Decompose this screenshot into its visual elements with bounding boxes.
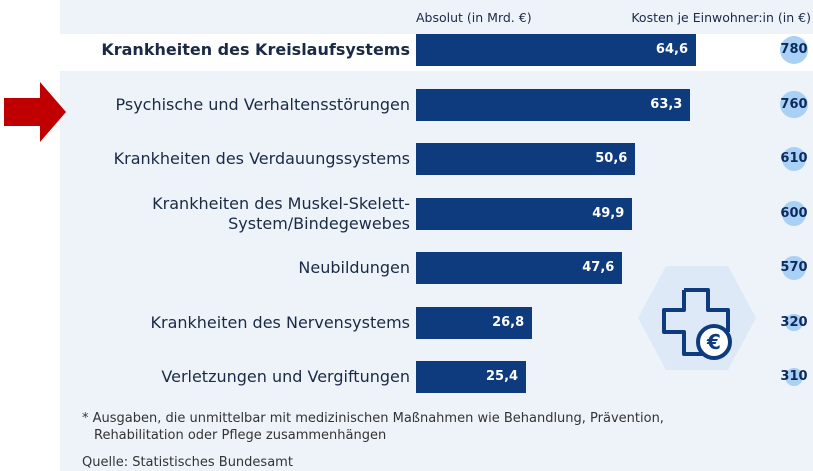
category-label: Verletzungen und Vergiftungen bbox=[161, 367, 410, 386]
category-label: Krankheiten des Verdauungssystems bbox=[113, 149, 410, 168]
value-label: 47,6 bbox=[582, 260, 615, 275]
value-label: 26,8 bbox=[492, 314, 525, 330]
bar bbox=[416, 361, 527, 393]
bubble-label: 780 bbox=[780, 42, 808, 57]
bubble-label: 310 bbox=[780, 369, 808, 384]
value-label: 25,4 bbox=[486, 369, 519, 384]
arrow bbox=[4, 82, 66, 142]
bar bbox=[416, 143, 636, 175]
column-header: Absolut (in Mrd. €) bbox=[416, 10, 532, 25]
value-label: 64,6 bbox=[655, 42, 688, 57]
column-header: Kosten je Einwohner:in (in €) bbox=[631, 10, 811, 25]
category-label: Psychische und Verhaltensstörungen bbox=[115, 94, 410, 114]
bar bbox=[416, 197, 633, 230]
bubble bbox=[781, 201, 807, 226]
bar bbox=[416, 306, 533, 339]
bar bbox=[416, 34, 696, 66]
bubble-label: 570 bbox=[780, 260, 808, 275]
bubble bbox=[781, 146, 807, 172]
source: Quelle: Statistisches Bundesamt bbox=[82, 455, 293, 470]
value-label: 50,6 bbox=[595, 151, 628, 166]
footnote: * Ausgaben, die unmittelbar mit medizini… bbox=[82, 411, 664, 443]
bubble-label: 760 bbox=[780, 96, 808, 112]
value-label: 49,9 bbox=[592, 205, 625, 221]
euro-icon: € bbox=[638, 266, 756, 370]
value-label: 63,3 bbox=[650, 96, 683, 112]
bubble-label: 320 bbox=[780, 314, 808, 330]
bubble-label: 610 bbox=[780, 151, 808, 166]
category-label: Krankheiten des Nervensystems bbox=[150, 312, 411, 332]
svg-text:€: € bbox=[706, 330, 721, 354]
bubble bbox=[780, 90, 808, 119]
bar bbox=[416, 88, 691, 121]
bubble bbox=[785, 313, 803, 332]
bubble-label: 600 bbox=[780, 205, 808, 221]
category-label: Neubildungen bbox=[298, 258, 410, 277]
bubble bbox=[785, 368, 803, 386]
bubble bbox=[780, 36, 808, 64]
category-label: Krankheiten des Muskel-Skelett- System/B… bbox=[152, 193, 410, 233]
category-label: Krankheiten des Kreislaufsystems bbox=[101, 40, 410, 59]
bubble bbox=[782, 256, 806, 280]
bar bbox=[416, 252, 623, 284]
